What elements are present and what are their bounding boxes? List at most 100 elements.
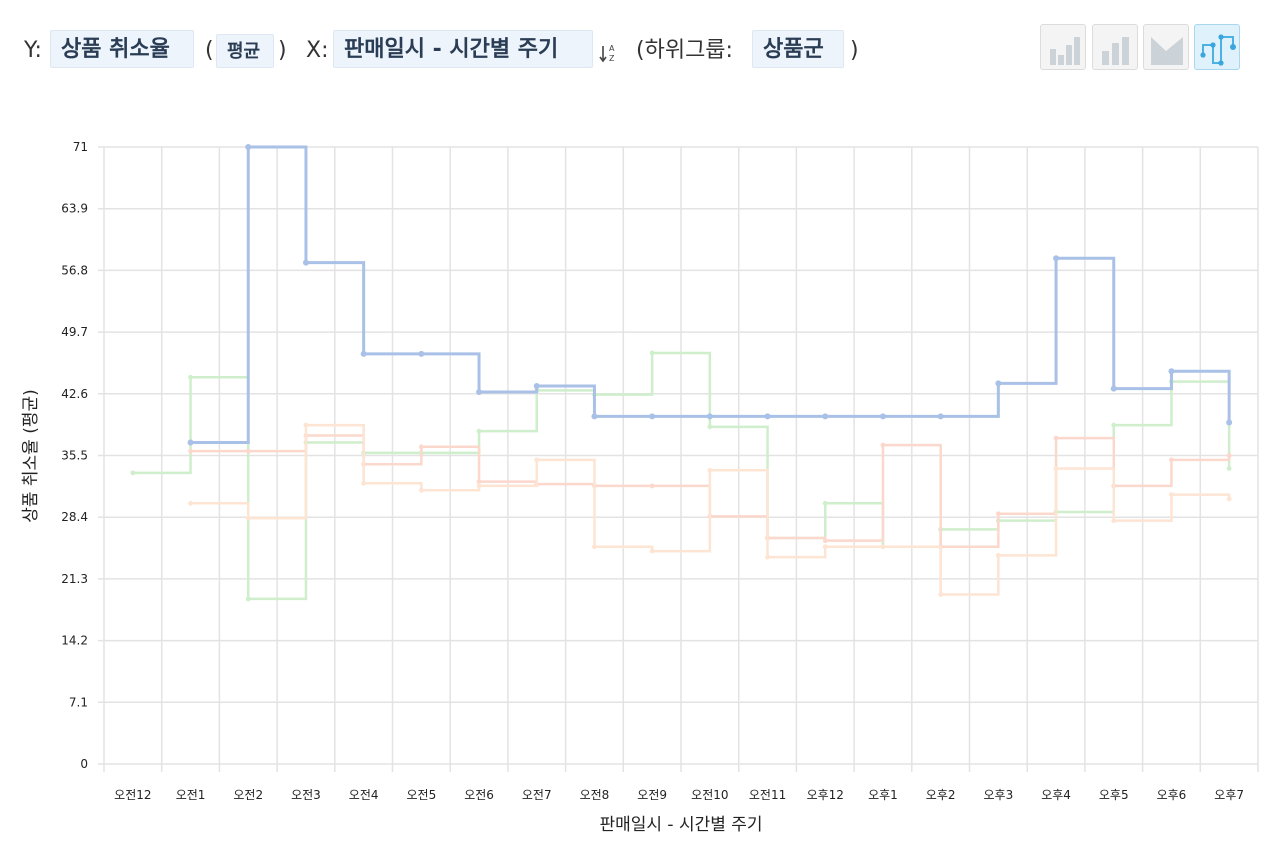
data-point[interactable]: [707, 467, 713, 473]
data-point[interactable]: [188, 448, 193, 454]
data-point[interactable]: [1169, 457, 1174, 463]
data-point[interactable]: [937, 413, 944, 420]
data-point[interactable]: [418, 487, 424, 493]
y-axis-ticks: 0 7.1 14.2 21.3 28.4 35.5 42.6 49.7 56.8 63.9 71: [61, 140, 88, 771]
aggregation-selector[interactable]: 평균: [216, 34, 274, 68]
data-point[interactable]: [1226, 453, 1232, 458]
y-axis-title: 상품 취소율 (평균): [21, 389, 41, 523]
data-point[interactable]: [476, 483, 482, 489]
bar-chart-icon: [1050, 37, 1080, 65]
area-chart-button[interactable]: [1143, 24, 1189, 70]
data-point[interactable]: [418, 444, 424, 450]
data-point[interactable]: [130, 470, 136, 476]
subgroup-selector[interactable]: 상품군: [752, 30, 844, 68]
x-tick-label: 오후2: [926, 788, 956, 802]
data-point[interactable]: [938, 592, 944, 597]
subgroup-close-paren: ): [850, 38, 859, 63]
data-point[interactable]: [764, 413, 771, 420]
data-point[interactable]: [707, 424, 713, 430]
data-point[interactable]: [1169, 492, 1174, 498]
data-point[interactable]: [822, 500, 828, 506]
data-point[interactable]: [303, 422, 309, 428]
data-point[interactable]: [1168, 368, 1175, 375]
x-tick-label: 오후4: [1041, 788, 1071, 802]
data-point[interactable]: [245, 448, 251, 454]
series-0[interactable]: [187, 144, 1233, 446]
data-point[interactable]: [1111, 518, 1117, 524]
data-point[interactable]: [879, 413, 886, 420]
series-line: [190, 423, 1231, 596]
data-point[interactable]: [476, 479, 482, 484]
data-point[interactable]: [765, 554, 770, 560]
data-point[interactable]: [822, 538, 828, 544]
data-point[interactable]: [188, 500, 193, 506]
data-point[interactable]: [361, 480, 367, 486]
series-line: [190, 145, 1231, 444]
data-point[interactable]: [418, 350, 425, 357]
x-tick-label: 오전7: [522, 788, 552, 802]
area-chart-icon: [1151, 37, 1183, 65]
data-point[interactable]: [822, 544, 828, 550]
x-tick-label: 오후6: [1157, 788, 1187, 802]
data-point[interactable]: [995, 553, 1001, 558]
data-point[interactable]: [591, 413, 598, 420]
data-point[interactable]: [1110, 385, 1117, 392]
data-point[interactable]: [245, 515, 251, 521]
data-point[interactable]: [188, 374, 193, 380]
data-point[interactable]: [995, 380, 1002, 387]
svg-text:A: A: [609, 44, 615, 53]
data-point[interactable]: [360, 350, 367, 357]
data-point[interactable]: [302, 259, 309, 266]
data-point[interactable]: [995, 511, 1001, 517]
data-point[interactable]: [1226, 419, 1233, 426]
x-tick-label: 오전12: [114, 788, 151, 802]
data-point[interactable]: [649, 350, 655, 356]
y-tick-label: 14.2: [61, 634, 88, 648]
x-tick-label: 오전10: [691, 788, 728, 802]
data-point[interactable]: [1226, 466, 1232, 471]
bar-chart-button[interactable]: [1040, 24, 1086, 70]
y-field-selector[interactable]: 상품 취소율: [50, 30, 194, 68]
sort-az-icon[interactable]: A Z: [598, 40, 618, 66]
y-tick-label: 63.9: [61, 202, 88, 216]
column-chart-icon: [1102, 37, 1129, 65]
data-point[interactable]: [534, 457, 540, 463]
grid-lines: [98, 146, 1259, 772]
data-point[interactable]: [706, 413, 713, 420]
data-point[interactable]: [880, 544, 886, 550]
series-3[interactable]: [188, 422, 1232, 597]
x-tick-label: 오후1: [868, 788, 898, 802]
y-tick-label: 49.7: [61, 325, 88, 339]
data-point[interactable]: [1111, 422, 1117, 428]
data-point[interactable]: [822, 413, 829, 420]
data-point[interactable]: [592, 544, 597, 550]
x-tick-label: 오전8: [580, 788, 610, 802]
data-point[interactable]: [1226, 496, 1232, 502]
x-axis-title: 판매일시 - 시간별 주기: [599, 815, 762, 835]
data-point[interactable]: [245, 144, 252, 150]
data-point[interactable]: [649, 483, 655, 489]
x-tick-label: 오전2: [233, 788, 263, 802]
x-tick-label: 오전6: [464, 788, 494, 802]
data-point[interactable]: [1053, 255, 1060, 262]
data-point[interactable]: [1053, 466, 1059, 471]
series-lines: [130, 144, 1233, 602]
data-point[interactable]: [476, 389, 483, 396]
data-point[interactable]: [649, 548, 655, 554]
step-line-chart-button[interactable]: [1194, 24, 1240, 70]
data-point[interactable]: [533, 382, 540, 389]
data-point[interactable]: [649, 413, 656, 420]
data-point[interactable]: [880, 442, 886, 448]
x-tick-label: 오후3: [983, 788, 1013, 802]
y-tick-label: 0: [80, 757, 88, 771]
y-axis-prefix: Y:: [24, 38, 42, 63]
data-point[interactable]: [245, 596, 251, 602]
x-field-selector[interactable]: 판매일시 - 시간별 주기: [333, 30, 593, 68]
column-chart-button[interactable]: [1092, 24, 1138, 70]
y-tick-label: 7.1: [69, 695, 88, 709]
x-axis-prefix: X:: [306, 38, 329, 63]
data-point[interactable]: [476, 428, 482, 434]
x-tick-label: 오전1: [176, 788, 206, 802]
data-point[interactable]: [1053, 435, 1059, 441]
data-point[interactable]: [187, 439, 194, 446]
